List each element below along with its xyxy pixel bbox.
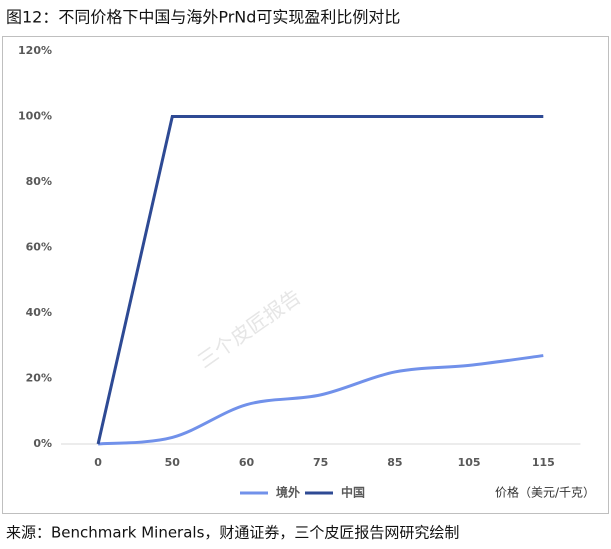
x-tick-label: 85 bbox=[387, 456, 402, 469]
y-tick-label: 0% bbox=[33, 437, 52, 450]
watermark: 三个皮匠报告 bbox=[193, 285, 305, 373]
x-tick-label: 0 bbox=[94, 456, 102, 469]
y-tick-label: 20% bbox=[26, 372, 52, 385]
y-tick-label: 80% bbox=[26, 175, 52, 188]
legend-label: 境外 bbox=[276, 485, 300, 500]
x-tick-label: 115 bbox=[532, 456, 555, 469]
legend-label: 中国 bbox=[341, 485, 365, 500]
y-tick-label: 100% bbox=[18, 110, 52, 123]
series-line bbox=[96, 115, 544, 445]
x-tick-label: 105 bbox=[458, 456, 481, 469]
series-line bbox=[97, 354, 544, 446]
source: 来源：Benchmark Minerals，财通证券，三个皮匠报告网研究绘制 bbox=[6, 524, 459, 542]
chart-frame bbox=[2, 36, 609, 514]
x-axis-label: 价格（美元/千克） bbox=[495, 485, 595, 500]
y-tick-label: 120% bbox=[18, 44, 52, 57]
y-tick-label: 40% bbox=[26, 306, 52, 319]
chart-title: 图12：不同价格下中国与海外PrNd可实现盈利比例对比 bbox=[6, 8, 400, 27]
x-tick-label: 60 bbox=[239, 456, 255, 469]
x-tick-label: 50 bbox=[165, 456, 181, 469]
y-tick-label: 60% bbox=[26, 241, 52, 254]
x-tick-label: 75 bbox=[313, 456, 328, 469]
